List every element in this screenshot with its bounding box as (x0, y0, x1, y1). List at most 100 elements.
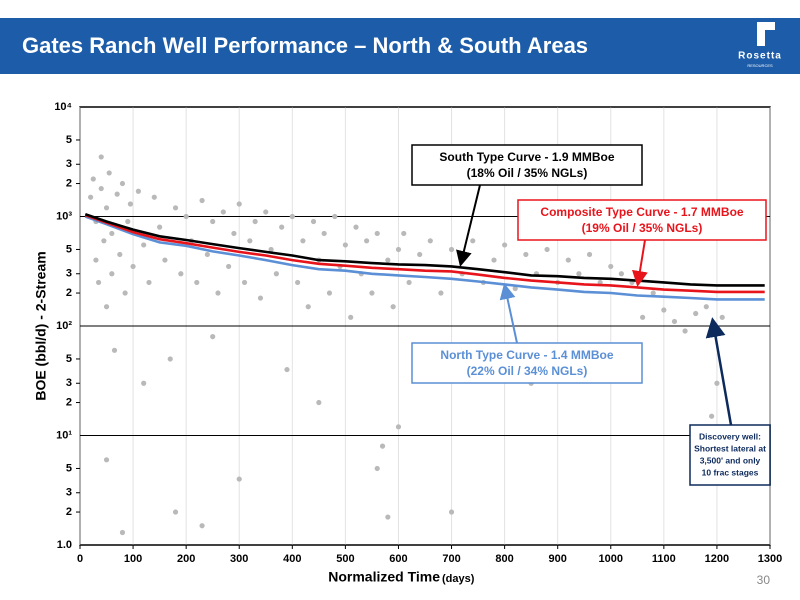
well-data-point (703, 304, 709, 310)
well-data-point (406, 279, 412, 286)
x-tick-label: 200 (177, 553, 195, 565)
type-curve (84, 215, 765, 301)
well-data-point (342, 242, 348, 248)
x-tick-label: 800 (495, 553, 513, 565)
well-data-point (640, 314, 646, 320)
well-data-point (101, 238, 107, 244)
slide-title: Gates Ranch Well Performance – North & S… (22, 33, 588, 58)
annotation-title: South Type Curve - 1.9 MMBoe (439, 150, 614, 164)
y-tick-label: 5 (66, 462, 72, 474)
well-data-point (215, 290, 221, 296)
well-data-point (199, 197, 205, 204)
logo-subtext: RESOURCES (747, 63, 773, 68)
well-data-point (565, 257, 571, 263)
well-data-point (332, 213, 338, 220)
well-data-point (204, 251, 210, 258)
well-data-point (95, 279, 102, 286)
well-data-point (470, 238, 476, 244)
y-tick-label: 2 (66, 177, 72, 189)
well-data-point (364, 238, 370, 244)
well-data-point (252, 218, 258, 225)
well-data-point (125, 218, 131, 225)
x-axis-unit: (days) (442, 573, 475, 585)
well-data-point (117, 251, 123, 258)
well-data-point (241, 279, 248, 286)
well-data-point (109, 271, 115, 277)
well-data-point (114, 191, 120, 197)
well-data-point (90, 176, 96, 182)
well-data-point (279, 224, 285, 230)
x-axis-title: Normalized Time (328, 569, 440, 585)
well-data-point (130, 263, 136, 270)
header-bar (0, 18, 800, 74)
well-data-point (103, 205, 110, 211)
well-data-point (141, 380, 147, 386)
x-tick-label: 100 (124, 553, 142, 565)
well-data-point (103, 304, 110, 310)
well-data-point (502, 242, 508, 248)
well-data-point (273, 271, 279, 277)
well-data-point (417, 251, 423, 258)
well-data-point (183, 213, 189, 220)
well-data-point (141, 242, 147, 248)
well-data-point (576, 271, 582, 277)
x-tick-label: 400 (283, 553, 301, 565)
logo-mark (757, 22, 765, 46)
well-data-point (88, 194, 94, 200)
well-data-point (714, 380, 720, 386)
annotation-note: (19% Oil / 35% NGLs) (582, 221, 703, 235)
x-tick-label: 1100 (652, 553, 676, 565)
y-tick-label: 3 (66, 268, 72, 280)
well-data-point (236, 476, 242, 482)
well-data-point (284, 366, 290, 373)
well-data-point (210, 218, 216, 225)
y-tick-label: 10¹ (56, 429, 72, 441)
y-tick-label: 2 (66, 396, 72, 408)
x-tick-label: 900 (549, 553, 567, 565)
annotation-note: (18% Oil / 35% NGLs) (467, 166, 588, 180)
well-data-point (119, 180, 126, 187)
well-data-point (390, 304, 396, 310)
annotation-line: 10 frac stages (702, 467, 759, 477)
logo-mark (765, 22, 775, 30)
well-data-point (608, 263, 614, 270)
page-number: 30 (757, 573, 771, 587)
well-data-point (98, 154, 104, 160)
well-data-point (199, 523, 205, 529)
well-data-point (157, 224, 163, 230)
y-tick-label: 10³ (56, 210, 72, 222)
well-data-point (295, 279, 301, 286)
well-data-point (226, 263, 232, 270)
well-data-point (289, 213, 295, 220)
well-data-point (401, 230, 407, 237)
well-data-point (348, 314, 354, 320)
well-data-point (661, 307, 667, 313)
annotation-line: Shortest lateral at (694, 443, 766, 453)
well-data-point (682, 328, 688, 334)
x-tick-label: 0 (77, 553, 83, 565)
annotation-box (411, 144, 643, 186)
y-tick-label: 10⁴ (54, 101, 72, 113)
well-data-point (395, 246, 402, 253)
well-data-point (491, 257, 497, 263)
well-data-point (119, 529, 126, 536)
well-data-point (167, 356, 173, 362)
y-tick-label: 3 (66, 377, 72, 389)
y-tick-label: 2 (66, 287, 72, 299)
x-tick-label: 1300 (758, 553, 782, 565)
annotation-arrow (632, 239, 648, 287)
x-tick-label: 1200 (705, 553, 729, 565)
well-data-point (236, 201, 242, 207)
well-data-point (268, 246, 274, 253)
well-data-point (247, 238, 253, 244)
well-data-point (172, 509, 179, 515)
well-data-point (257, 295, 264, 301)
x-tick-label: 700 (442, 553, 460, 565)
y-tick-label: 3 (66, 158, 72, 170)
well-data-point (162, 257, 168, 263)
logo-text: Rosetta (738, 51, 782, 62)
well-data-point (93, 257, 99, 263)
well-data-point (693, 310, 699, 317)
annotation-line: Discovery well: (699, 431, 761, 441)
